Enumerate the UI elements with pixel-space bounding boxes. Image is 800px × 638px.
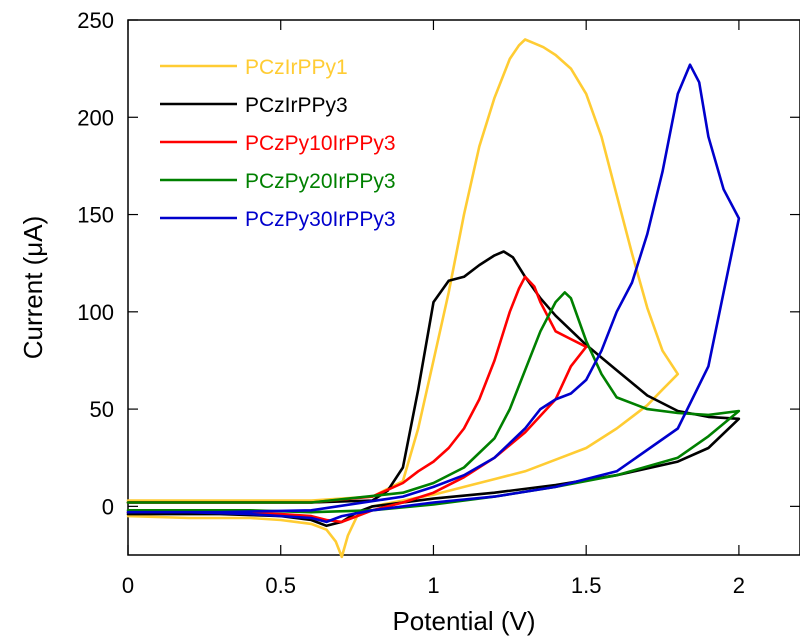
y-tick-label: 50 [90,397,114,422]
series-line-5 [126,63,741,524]
legend-label: PCzIrPPy1 [245,56,348,79]
legend-label: PCzPy30IrPPy3 [245,208,396,231]
x-tick-label: 0.5 [265,573,296,598]
legend-label: PCzPy10IrPPy3 [245,132,396,155]
plot-frame [127,19,800,556]
axes-text: 0 0.5 1 1.5 2 0 50 100 150 200 250 Potential (V) Cur… [18,8,745,636]
x-axis-title: Potential (V) [392,606,535,636]
series-line-4 [126,291,741,514]
series-layer [126,38,741,559]
legend-label: PCzPy20IrPPy3 [245,170,396,193]
legend: PCzIrPPy1 PCzIrPPy3 PCzPy10IrPPy3 PCzPy20Ir… [160,56,396,231]
legend-label: PCzIrPPy3 [245,94,348,117]
series-line-2 [126,250,741,528]
y-tick-label: 150 [77,203,114,228]
x-tick-label: 2 [733,573,745,598]
y-tick-label: 200 [77,105,114,130]
y-axis-title: Current (μA) [18,216,48,360]
x-tick-label: 1.5 [571,573,602,598]
series-line-1 [126,38,680,559]
x-tick-label: 0 [122,573,134,598]
y-tick-label: 0 [102,494,114,519]
y-tick-label: 100 [77,300,114,325]
plot-area [127,19,800,556]
series-line-3 [126,275,588,524]
y-tick-label: 250 [77,8,114,33]
x-tick-label: 1 [427,573,439,598]
